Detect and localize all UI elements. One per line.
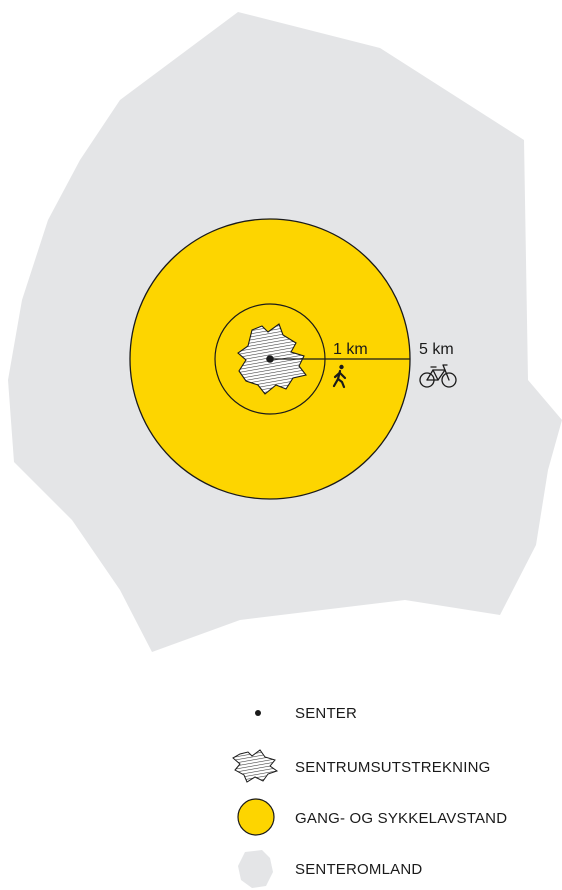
legend-label-center: SENTER — [295, 705, 357, 722]
legend-label-hinterland: SENTEROMLAND — [295, 861, 422, 878]
center-point — [266, 355, 274, 363]
legend-label-extent: SENTRUMSUTSTREKNING — [295, 759, 490, 776]
legend-extent-symbol — [233, 750, 277, 782]
walking-distance-label: 1 km — [333, 341, 368, 358]
legend: SENTER SENTRUMSUTSTREKNING GANG- OG SYKK… — [233, 705, 507, 888]
cycling-distance-label: 5 km — [419, 341, 454, 358]
legend-distance-symbol — [238, 799, 274, 835]
legend-label-distance: GANG- OG SYKKELAVSTAND — [295, 810, 507, 827]
legend-center-symbol — [255, 710, 261, 716]
legend-hinterland-symbol — [238, 850, 273, 888]
